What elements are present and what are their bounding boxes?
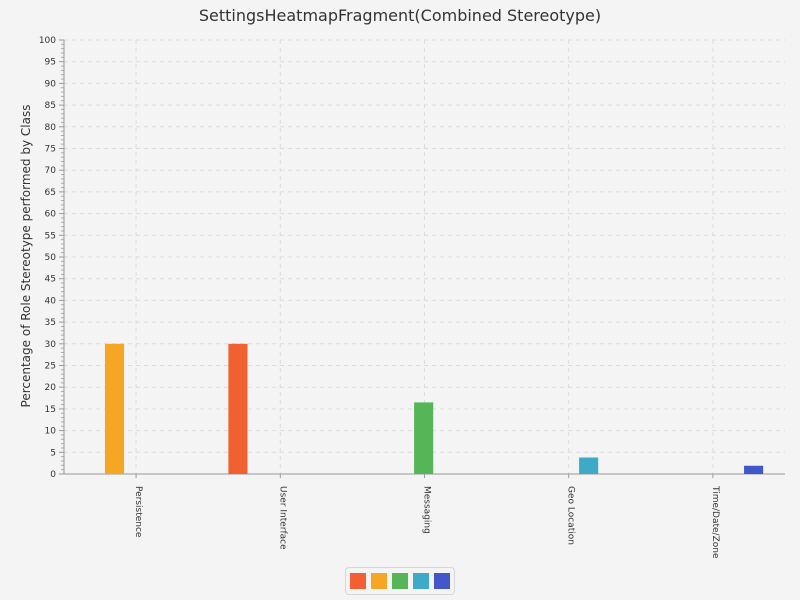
y-tick-label: 85 xyxy=(45,101,56,111)
legend-swatch xyxy=(413,573,429,589)
y-tick-label: 80 xyxy=(45,123,57,133)
y-tick-label: 40 xyxy=(45,296,57,306)
y-tick-label: 25 xyxy=(45,362,56,372)
bar xyxy=(228,343,248,474)
y-tick-label: 100 xyxy=(39,36,56,46)
legend-swatch xyxy=(434,573,450,589)
y-tick-label: 45 xyxy=(45,275,56,285)
y-tick-label: 65 xyxy=(45,188,56,198)
y-tick-label: 95 xyxy=(45,58,56,68)
y-tick-label: 50 xyxy=(45,253,57,263)
y-tick-label: 20 xyxy=(45,383,57,393)
x-tick-label: Persistence xyxy=(133,486,143,538)
x-tick-label: Time/Date/Zone xyxy=(710,485,720,559)
y-tick-label: 55 xyxy=(45,231,56,241)
y-tick-label: 75 xyxy=(45,145,56,155)
bar xyxy=(104,343,125,474)
y-tick-label: 60 xyxy=(45,210,57,220)
legend xyxy=(345,567,455,595)
legend-swatch xyxy=(392,573,408,589)
legend-swatch xyxy=(350,573,366,589)
y-tick-label: 90 xyxy=(45,79,57,89)
bar xyxy=(744,465,764,474)
x-tick-label: User Interface xyxy=(277,486,287,550)
chart-title: SettingsHeatmapFragment(Combined Stereot… xyxy=(198,6,602,25)
y-tick-label: 0 xyxy=(50,470,56,480)
legend-swatch xyxy=(371,573,387,589)
bar xyxy=(579,457,599,474)
y-tick-label: 5 xyxy=(50,448,56,458)
y-tick-label: 30 xyxy=(45,340,57,350)
x-tick-label: Geo Location xyxy=(566,486,576,545)
y-tick-label: 70 xyxy=(45,166,57,176)
y-tick-label: 35 xyxy=(45,318,56,328)
y-tick-label: 15 xyxy=(45,405,56,415)
y-tick-label: 10 xyxy=(45,427,57,437)
bar xyxy=(414,402,434,474)
x-tick-label: Messaging xyxy=(422,486,432,534)
